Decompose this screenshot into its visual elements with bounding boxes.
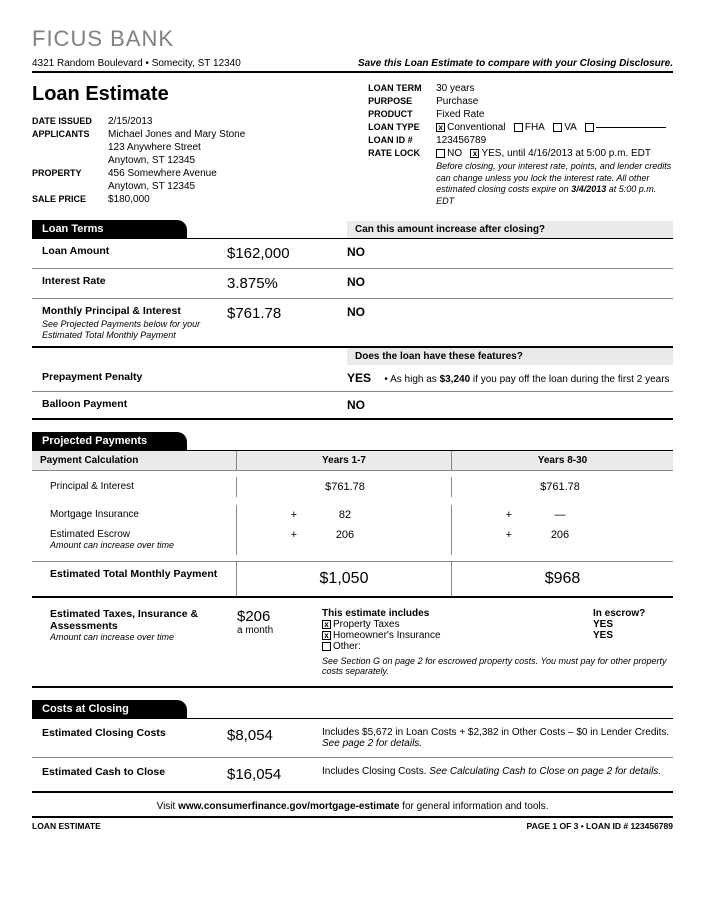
product: Fixed Rate [436,109,673,120]
interest-rate-value: 3.875% [227,275,347,292]
eti-prop-tax: Property Taxes [333,619,400,630]
applicants-line2: 123 Anywhere Street [108,142,352,153]
loan-amount-answer: NO [347,245,673,262]
date-issued: 2/15/2013 [108,116,352,127]
pp-total-b: $968 [452,562,673,596]
checkbox-homeowners [322,631,331,640]
eti-prop-tax-esc: YES [593,619,673,630]
mpi-answer: NO [347,305,673,341]
property-line2: Anytown, ST 12345 [108,181,352,192]
loan-type-options: Conventional FHA VA [436,122,673,133]
loan-terms-q2: Does the loan have these features? [347,348,673,365]
cc-closing-detail: Includes $5,672 in Loan Costs + $2,382 i… [322,727,673,749]
eti-homeowners-esc: YES [593,630,673,641]
balloon-answer: NO [347,398,673,412]
applicants-label: APPLICANTS [32,129,108,140]
cc-closing-value: $8,054 [227,727,322,749]
sale-price: $180,000 [108,194,352,205]
pp-calc-label: Payment Calculation [32,451,237,470]
eti-escrow-hdr: In escrow? [593,608,673,619]
prepay-answer: YES • As high as $3,240 if you pay off t… [347,371,673,385]
rate-lock-note: Before closing, your interest rate, poin… [436,161,673,208]
save-note: Save this Loan Estimate to compare with … [358,58,673,69]
checkbox-fha [514,123,523,132]
mpi-sub: See Projected Payments below for your Es… [42,319,227,341]
eti-amount: $206 [237,608,322,625]
bank-address: 4321 Random Boulevard • Somecity, ST 123… [32,58,241,69]
loan-term: 30 years [436,83,673,94]
checkbox-va [553,123,562,132]
pp-pi-label: Principal & Interest [32,477,237,497]
loan-terms-q1: Can this amount increase after closing? [347,221,673,238]
checkbox-conventional [436,123,445,132]
cc-cash-label: Estimated Cash to Close [32,766,227,783]
rate-lock-label: RATE LOCK [368,148,436,159]
loan-amount-value: $162,000 [227,245,347,262]
loan-type-label: LOAN TYPE [368,122,436,133]
checkbox-ratelock-yes [470,149,479,158]
mpi-label: Monthly Principal & Interest See Project… [32,305,227,341]
eti-note: See Section G on page 2 for escrowed pro… [322,656,673,676]
loan-amount-label: Loan Amount [32,245,227,262]
purpose-label: PURPOSE [368,96,436,107]
cc-cash-value: $16,054 [227,766,322,783]
loan-term-label: LOAN TERM [368,83,436,94]
applicants-line3: Anytown, ST 12345 [108,155,352,166]
loan-terms-header: Loan Terms [32,220,187,238]
sale-price-label: SALE PRICE [32,194,108,205]
pp-total-a: $1,050 [237,562,452,596]
property-line1: 456 Somewhere Avenue [108,168,352,179]
pp-mi-a: 82 [315,509,375,521]
applicants-line1: Michael Jones and Mary Stone [108,129,352,140]
purpose: Purchase [436,96,673,107]
mpi-value: $761.78 [227,305,347,341]
pp-escrow-b: 206 [530,529,590,551]
pp-col-years17: Years 1-7 [237,451,452,470]
balloon-label: Balloon Payment [32,398,227,412]
pp-escrow-label: Estimated Escrow Amount can increase ove… [32,525,237,555]
projected-header: Projected Payments [32,432,187,450]
pp-mi-b: — [530,509,590,521]
loan-id-label: LOAN ID # [368,135,436,146]
checkbox-other [585,123,594,132]
checkbox-other [322,642,331,651]
date-issued-label: DATE ISSUED [32,116,108,127]
footer-left: LOAN ESTIMATE [32,821,101,831]
pp-pi-a: $761.78 [315,481,375,493]
eti-other: Other: [333,641,361,652]
property-label: PROPERTY [32,168,108,179]
doc-title: Loan Estimate [32,83,352,106]
cc-cash-detail: Includes Closing Costs. See Calculating … [322,766,673,783]
loan-id: 123456789 [436,135,673,146]
eti-sub: Amount can increase over time [50,632,227,642]
cc-closing-label: Estimated Closing Costs [32,727,227,749]
product-label: PRODUCT [368,109,436,120]
eti-inc-hdr: This estimate includes [322,608,429,619]
interest-rate-label: Interest Rate [32,275,227,292]
pp-total-label: Estimated Total Monthly Payment [32,562,237,596]
eti-title: Estimated Taxes, Insurance & Assessments [50,608,227,632]
footer-visit: Visit www.consumerfinance.gov/mortgage-e… [32,801,673,816]
eti-period: a month [237,625,322,636]
pp-col-years830: Years 8-30 [452,451,673,470]
pp-escrow-a: 206 [315,529,375,551]
costs-header: Costs at Closing [32,700,187,718]
footer-right: PAGE 1 OF 3 • LOAN ID # 123456789 [527,821,673,831]
bank-name: FICUS BANK [32,26,673,52]
eti-homeowners: Homeowner's Insurance [333,630,441,641]
rate-lock-value: NO YES, until 4/16/2013 at 5:00 p.m. EDT [436,148,673,159]
checkbox-ratelock-no [436,149,445,158]
prepay-label: Prepayment Penalty [32,371,227,385]
pp-mi-label: Mortgage Insurance [32,505,237,525]
checkbox-property-taxes [322,620,331,629]
pp-pi-b: $761.78 [530,481,590,493]
interest-rate-answer: NO [347,275,673,292]
